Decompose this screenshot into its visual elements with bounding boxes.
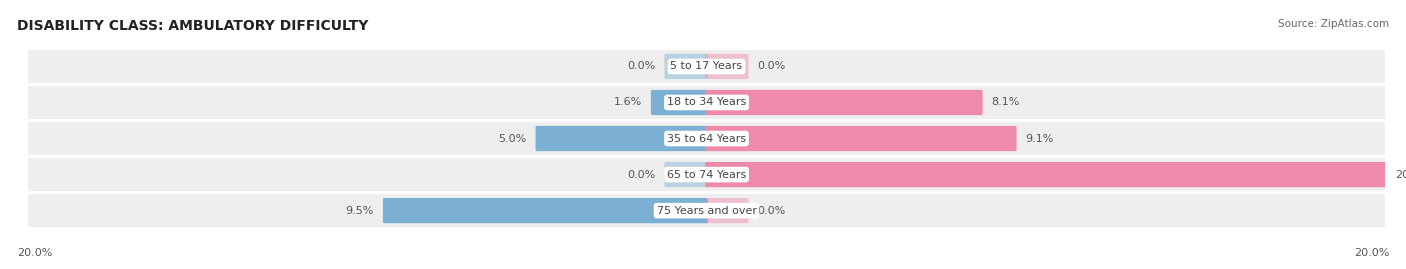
FancyBboxPatch shape xyxy=(382,198,707,223)
FancyBboxPatch shape xyxy=(651,90,707,115)
Text: 0.0%: 0.0% xyxy=(627,61,655,72)
FancyBboxPatch shape xyxy=(28,50,1385,83)
Text: 1.6%: 1.6% xyxy=(614,97,643,108)
FancyBboxPatch shape xyxy=(28,158,1385,191)
FancyBboxPatch shape xyxy=(28,194,1385,227)
Text: 9.1%: 9.1% xyxy=(1025,133,1053,144)
Text: 5 to 17 Years: 5 to 17 Years xyxy=(671,61,742,72)
Text: 20.0%: 20.0% xyxy=(17,248,52,258)
Text: 35 to 64 Years: 35 to 64 Years xyxy=(666,133,747,144)
Text: 18 to 34 Years: 18 to 34 Years xyxy=(666,97,747,108)
Text: 75 Years and over: 75 Years and over xyxy=(657,206,756,216)
FancyBboxPatch shape xyxy=(706,90,983,115)
FancyBboxPatch shape xyxy=(536,126,707,151)
Text: 0.0%: 0.0% xyxy=(758,206,786,216)
FancyBboxPatch shape xyxy=(706,198,748,223)
Text: 0.0%: 0.0% xyxy=(627,169,655,180)
FancyBboxPatch shape xyxy=(665,162,707,187)
FancyBboxPatch shape xyxy=(706,126,1017,151)
Text: 0.0%: 0.0% xyxy=(758,61,786,72)
Text: 5.0%: 5.0% xyxy=(499,133,527,144)
FancyBboxPatch shape xyxy=(706,54,748,79)
Text: 20.0%: 20.0% xyxy=(1354,248,1389,258)
Text: 65 to 74 Years: 65 to 74 Years xyxy=(666,169,747,180)
Text: DISABILITY CLASS: AMBULATORY DIFFICULTY: DISABILITY CLASS: AMBULATORY DIFFICULTY xyxy=(17,19,368,33)
Text: 9.5%: 9.5% xyxy=(346,206,374,216)
FancyBboxPatch shape xyxy=(28,86,1385,119)
Text: Source: ZipAtlas.com: Source: ZipAtlas.com xyxy=(1278,19,1389,29)
FancyBboxPatch shape xyxy=(28,122,1385,155)
FancyBboxPatch shape xyxy=(665,54,707,79)
FancyBboxPatch shape xyxy=(706,162,1386,187)
Text: 20.0%: 20.0% xyxy=(1395,169,1406,180)
Text: 8.1%: 8.1% xyxy=(991,97,1019,108)
